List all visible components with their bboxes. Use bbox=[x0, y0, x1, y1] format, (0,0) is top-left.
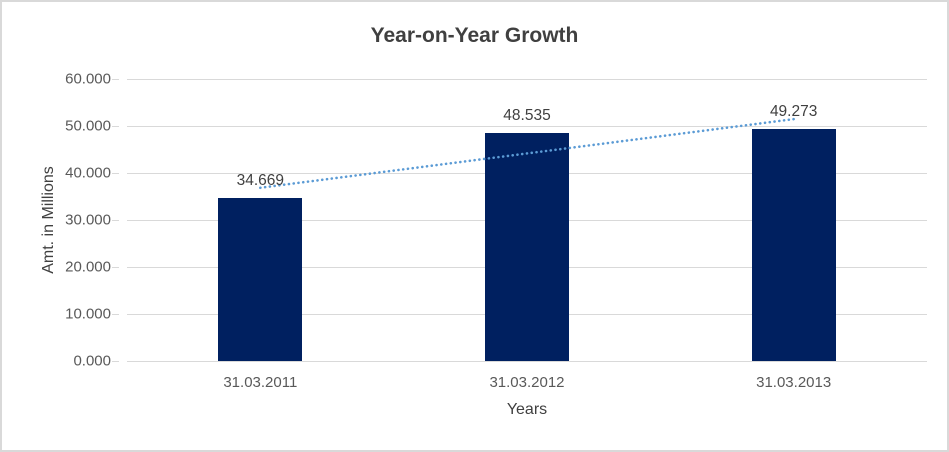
y-tick bbox=[112, 172, 119, 174]
y-tick-label: 40.000 bbox=[65, 164, 111, 182]
y-tick bbox=[112, 78, 119, 80]
y-tick-label: 0.000 bbox=[73, 352, 111, 370]
plot-area: 0.000 10.000 20.000 30.000 40.000 50.000 60.00… bbox=[65, 71, 927, 391]
bar bbox=[751, 129, 836, 361]
bar-value-label: 34.669 bbox=[236, 172, 285, 190]
gridline bbox=[127, 360, 927, 362]
x-tick-label: 31.03.2012 bbox=[489, 374, 565, 391]
x-tick-label: 31.03.2011 bbox=[223, 374, 298, 391]
x-axis-title: Years bbox=[506, 401, 548, 418]
bar bbox=[485, 132, 569, 361]
y-tick bbox=[112, 266, 119, 268]
chart-title: Year-on-Year Growth bbox=[370, 24, 579, 47]
gridline bbox=[127, 78, 927, 80]
y-tick-label: 60.000 bbox=[65, 70, 111, 88]
y-tick bbox=[112, 313, 119, 315]
gridline bbox=[127, 125, 927, 127]
y-tick bbox=[112, 360, 119, 362]
y-tick-label: 50.000 bbox=[65, 117, 111, 135]
y-tick bbox=[112, 219, 119, 221]
bar-value-label: 49.273 bbox=[769, 103, 818, 121]
bar-value-label: 48.535 bbox=[503, 106, 551, 124]
y-axis-title: Amt. in Millions bbox=[40, 166, 57, 274]
y-tick-label: 20.000 bbox=[65, 258, 111, 276]
x-tick-label: 31.03.2013 bbox=[756, 374, 832, 391]
y-tick-label: 10.000 bbox=[65, 305, 111, 323]
y-tick bbox=[112, 125, 119, 127]
y-tick-label: 30.000 bbox=[65, 211, 111, 229]
bar bbox=[218, 198, 303, 361]
